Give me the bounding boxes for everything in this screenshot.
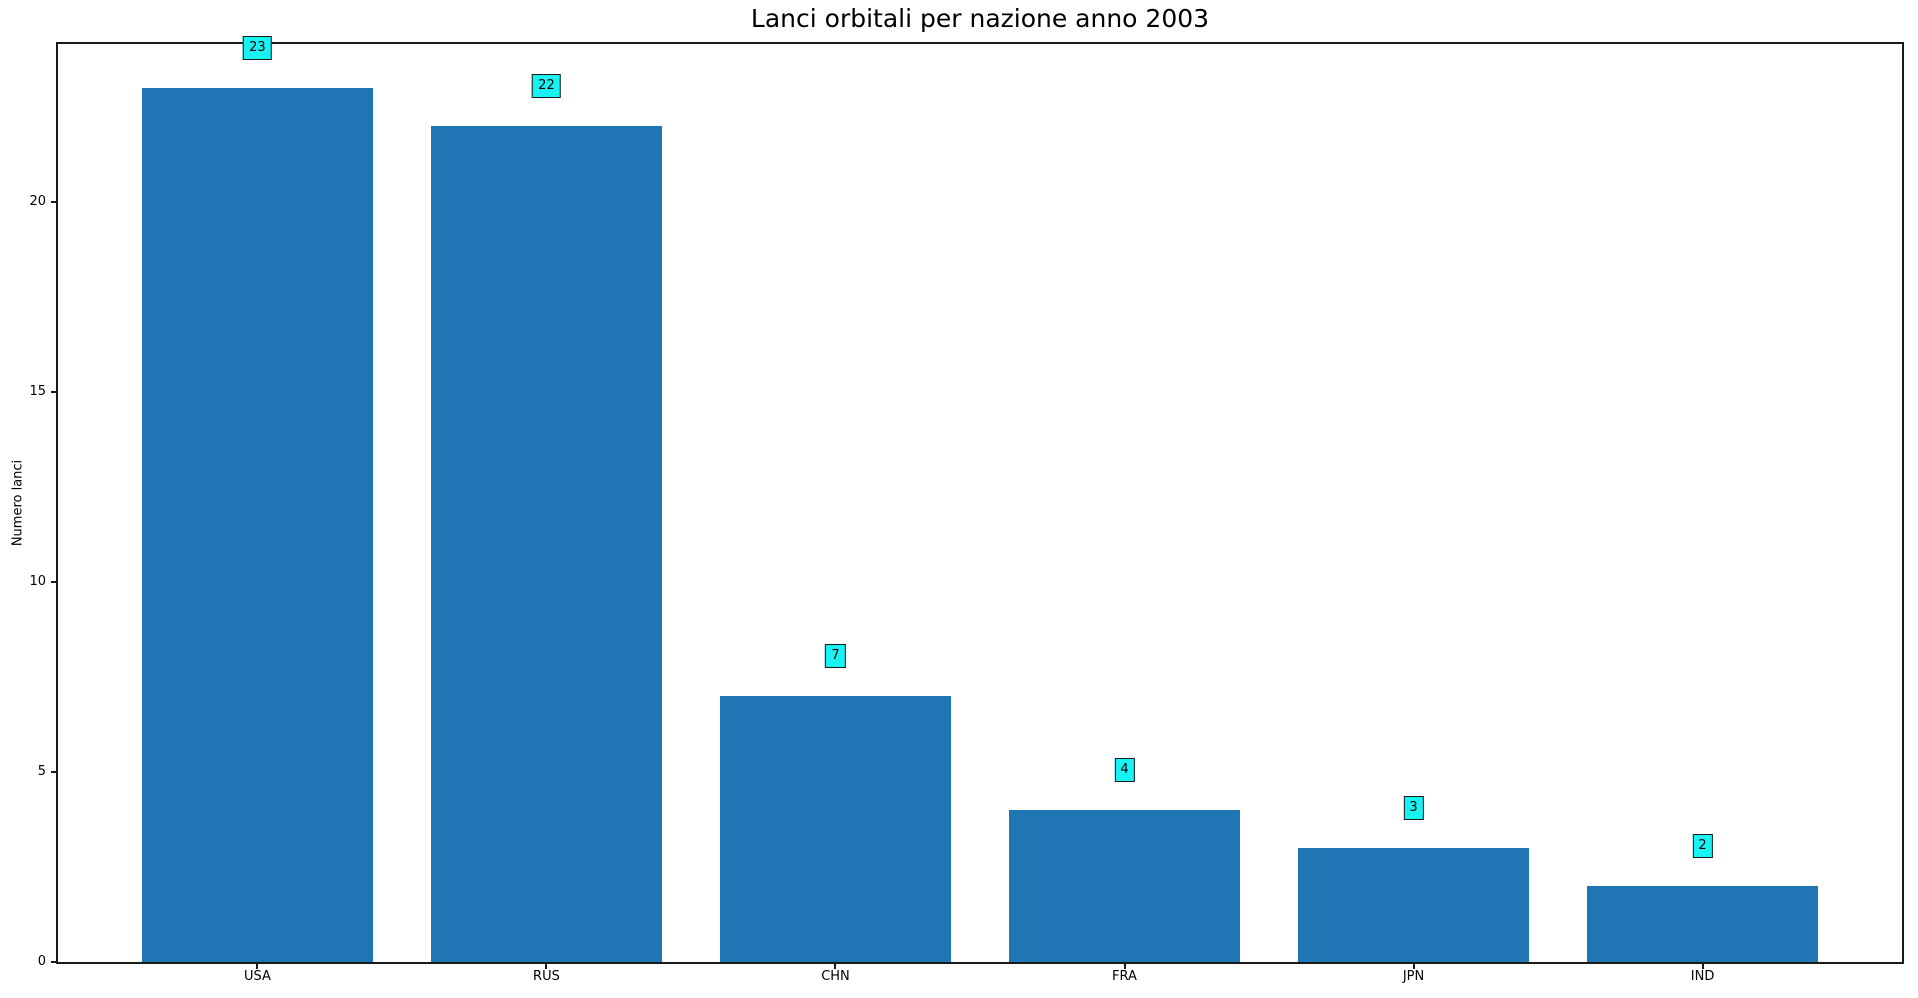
y-tick-label-10: 10 <box>29 573 46 589</box>
value-label-jpn: 3 <box>1403 795 1424 820</box>
value-label-fra: 4 <box>1114 757 1135 782</box>
x-tick-ind <box>1701 964 1704 969</box>
bar-usa <box>141 87 374 962</box>
x-tick-label-ind: IND <box>1690 969 1715 984</box>
x-tick-label-rus: RUS <box>533 969 560 984</box>
y-tick-label-0: 0 <box>37 954 46 969</box>
bar-chn <box>719 695 952 962</box>
value-label-chn: 7 <box>825 643 846 668</box>
x-tick-fra <box>1123 964 1126 969</box>
x-tick-label-fra: FRA <box>1112 969 1137 984</box>
y-tick-5 <box>51 770 56 773</box>
bar-ind <box>1586 885 1819 962</box>
x-tick-usa <box>256 964 259 969</box>
x-tick-label-usa: USA <box>243 969 271 984</box>
plot-area: 23 USA 22 RUS 7 CHN 4 FRA 3 JPN 2 IND 0 5 10 15 20 <box>29 35 1904 984</box>
value-label-usa: 23 <box>243 35 272 60</box>
x-tick-jpn <box>1412 964 1415 969</box>
y-tick-label-15: 15 <box>29 383 46 399</box>
y-tick-10 <box>51 580 56 583</box>
bar-rus <box>430 125 663 962</box>
y-tick-20 <box>51 200 56 203</box>
y-tick-label-5: 5 <box>37 763 46 779</box>
bar-fra <box>1008 809 1241 962</box>
bar-jpn <box>1297 847 1530 962</box>
y-axis-label: Numero lanci <box>10 459 26 547</box>
x-tick-label-chn: CHN <box>821 969 850 984</box>
x-tick-chn <box>834 964 837 969</box>
y-tick-15 <box>51 390 56 393</box>
value-label-ind: 2 <box>1692 833 1713 858</box>
value-label-rus: 22 <box>532 73 561 98</box>
chart-title: Lanci orbitali per nazione anno 2003 <box>750 4 1210 33</box>
x-tick-rus <box>545 964 548 969</box>
y-tick-0 <box>51 961 56 963</box>
x-tick-label-jpn: JPN <box>1402 969 1425 984</box>
y-tick-label-20: 20 <box>29 193 46 209</box>
